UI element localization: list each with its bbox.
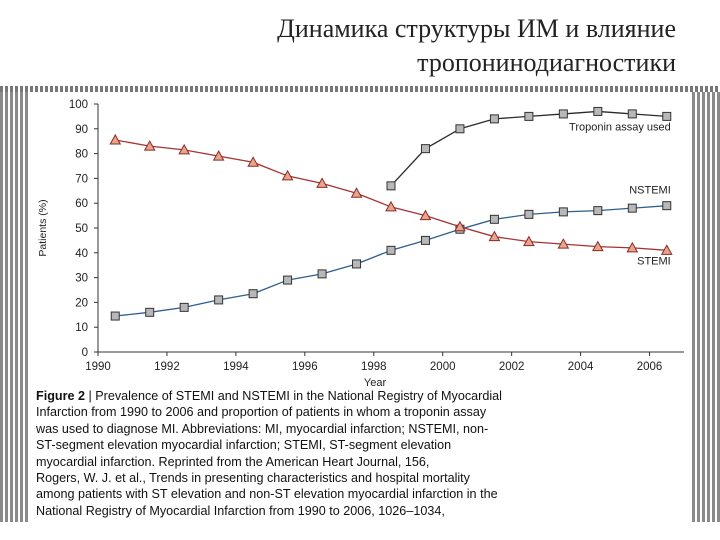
data-point-triangle bbox=[178, 143, 191, 155]
y-tick-label: 80 bbox=[75, 149, 88, 161]
data-point-triangle bbox=[626, 241, 639, 253]
caption-line: National Registry of Myocardial Infarcti… bbox=[36, 503, 445, 518]
data-point-square bbox=[420, 144, 430, 154]
data-point-square bbox=[627, 109, 637, 119]
series-label: Troponin assay used bbox=[569, 121, 671, 133]
data-point-square bbox=[662, 201, 672, 211]
slide-title: Динамика структуры ИМ и влияние тропонин… bbox=[116, 12, 676, 80]
caption-line: | Prevalence of STEMI and NSTEMI in the … bbox=[85, 389, 502, 403]
data-point-square bbox=[593, 206, 603, 216]
x-tick-label: 1992 bbox=[154, 361, 180, 373]
x-tick-label: 2004 bbox=[568, 361, 594, 373]
data-point-square bbox=[352, 259, 362, 269]
data-point-square bbox=[489, 114, 499, 124]
decorative-side-strip-right bbox=[692, 92, 720, 522]
decorative-side-strip-left bbox=[0, 92, 28, 522]
caption-line: Infarction from 1990 to 2006 and proport… bbox=[36, 405, 487, 420]
data-point-square bbox=[283, 275, 293, 285]
caption-line: myocardial infarction. Reprinted from th… bbox=[36, 454, 430, 469]
y-tick-label: 100 bbox=[69, 99, 88, 111]
caption-label: Figure 2 bbox=[36, 389, 85, 403]
caption-line: among patients with ST elevation and non… bbox=[36, 487, 498, 502]
x-tick-label: 1996 bbox=[292, 361, 318, 373]
y-tick-label: 50 bbox=[75, 223, 88, 235]
data-point-square bbox=[317, 269, 327, 279]
data-point-triangle bbox=[212, 150, 225, 161]
y-tick-label: 20 bbox=[75, 297, 88, 309]
data-point-square bbox=[386, 181, 396, 191]
line-chart: 0 10 20 30 40 50 60 70 80 90 100 1990 1992 1994 1996 19… bbox=[37, 99, 684, 388]
caption-line: Rogers, W. J. et al., Trends in presenti… bbox=[36, 471, 470, 486]
data-point-triangle bbox=[281, 169, 294, 181]
data-point-square bbox=[627, 203, 637, 213]
data-point-triangle bbox=[591, 240, 604, 252]
data-point-triangle bbox=[143, 140, 156, 151]
y-tick-label: 0 bbox=[82, 347, 88, 359]
data-point-square bbox=[455, 124, 465, 134]
data-point-triangle bbox=[109, 133, 122, 145]
data-point-square bbox=[248, 289, 258, 299]
y-tick-label: 60 bbox=[75, 198, 88, 210]
data-point-square bbox=[524, 209, 534, 219]
data-point-square bbox=[558, 207, 568, 217]
y-axis-label: Patients (%) bbox=[37, 199, 49, 256]
slide-title-line-1: Динамика структуры ИМ и влияние bbox=[277, 14, 676, 43]
data-point-triangle bbox=[350, 187, 363, 198]
x-tick-label: 1990 bbox=[85, 361, 111, 373]
x-tick-label: 2000 bbox=[430, 361, 456, 373]
data-point-triangle bbox=[454, 220, 466, 232]
data-point-square bbox=[558, 109, 568, 119]
figure-panel: 0 10 20 30 40 50 60 70 80 90 100 1990 1992 1994 1996 19… bbox=[28, 92, 692, 522]
data-point-square bbox=[489, 214, 499, 224]
figure-caption: Figure 2 | Prevalence of STEMI and NSTEM… bbox=[36, 388, 686, 519]
data-point-triangle bbox=[488, 230, 501, 242]
data-point-square bbox=[145, 307, 155, 317]
y-tick-label: 30 bbox=[75, 273, 88, 285]
caption-line: was used to diagnose MI. Abbreviations: … bbox=[36, 421, 489, 436]
data-point-triangle bbox=[419, 209, 432, 221]
series-line bbox=[115, 205, 667, 317]
x-tick-label: 1998 bbox=[361, 361, 387, 373]
caption-line: ST-segment elevation myocardial infarcti… bbox=[36, 438, 452, 453]
data-point-square bbox=[179, 302, 189, 312]
data-point-square bbox=[524, 111, 534, 121]
data-point-square bbox=[420, 235, 430, 245]
data-point-square bbox=[662, 111, 672, 121]
x-tick-label: 2002 bbox=[499, 361, 525, 373]
x-axis-label: Year bbox=[364, 377, 387, 388]
data-point-triangle bbox=[247, 156, 259, 167]
slide-title-line-2: тропонинодиагностики bbox=[417, 48, 676, 77]
data-point-triangle bbox=[523, 235, 535, 247]
x-tick-label: 1994 bbox=[223, 361, 249, 373]
y-tick-label: 90 bbox=[75, 124, 88, 136]
data-point-square bbox=[386, 245, 396, 255]
data-point-square bbox=[214, 295, 224, 305]
series-label: STEMI bbox=[637, 255, 671, 267]
data-point-triangle bbox=[660, 244, 673, 255]
data-point-triangle bbox=[557, 238, 570, 249]
y-tick-label: 70 bbox=[75, 173, 88, 185]
data-point-triangle bbox=[385, 200, 397, 212]
y-tick-label: 40 bbox=[75, 248, 88, 260]
data-point-square bbox=[593, 106, 603, 116]
y-tick-label: 10 bbox=[75, 322, 88, 334]
decorative-stripe-band bbox=[0, 86, 720, 92]
data-point-square bbox=[110, 311, 120, 321]
series-line bbox=[115, 139, 667, 251]
series-label: NSTEMI bbox=[629, 185, 671, 197]
data-point-triangle bbox=[316, 177, 328, 188]
x-tick-label: 2006 bbox=[637, 361, 663, 373]
